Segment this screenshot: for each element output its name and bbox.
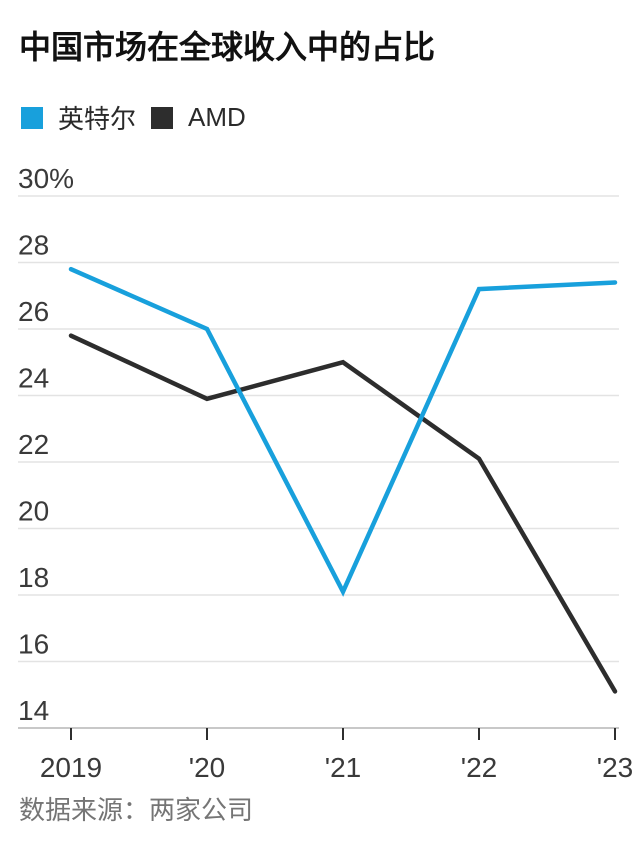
- intel-legend-label: 英特尔: [58, 104, 137, 134]
- y-tick-label: 26: [18, 296, 49, 327]
- y-tick-label: 24: [18, 363, 49, 394]
- series-line-amd: [68, 333, 618, 694]
- legend: 英特尔 AMD: [21, 99, 246, 136]
- amd-legend-swatch: [151, 106, 174, 129]
- chart-title: 中国市场在全球收入中的占比: [19, 29, 436, 65]
- x-tick-label: '22: [461, 752, 498, 783]
- y-tick-label: 16: [18, 629, 49, 660]
- x-tick-label: '21: [325, 752, 362, 783]
- x-tick-label: '20: [189, 752, 226, 783]
- amd-legend-label: AMD: [188, 102, 246, 132]
- y-tick-label: 30%: [18, 163, 74, 194]
- y-tick-label: 14: [18, 695, 49, 726]
- y-tick-label: 18: [18, 562, 49, 593]
- series-line-intel: [68, 266, 618, 597]
- source-note: 数据来源：两家公司: [19, 795, 254, 825]
- x-tick-label: '23: [597, 752, 634, 783]
- x-tick-label: 2019: [40, 752, 102, 783]
- y-tick-label: 20: [18, 496, 49, 527]
- y-tick-label: 28: [18, 230, 49, 261]
- intel-legend-swatch: [21, 106, 43, 129]
- line-chart: 30% 28 26 24 22 20 18 16 14 2019 '20 '21 '22 '23: [18, 163, 634, 783]
- y-tick-label: 22: [18, 429, 49, 460]
